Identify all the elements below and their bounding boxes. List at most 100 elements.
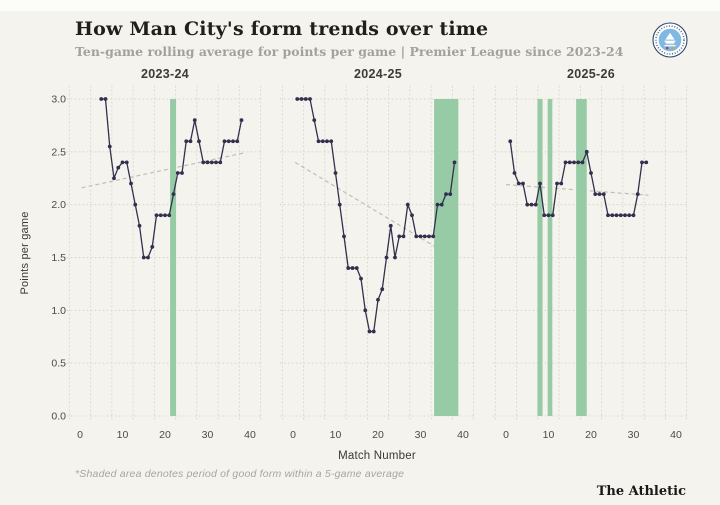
data-point: [354, 266, 359, 270]
data-point: [350, 266, 355, 270]
data-point: [431, 234, 436, 239]
data-point: [606, 213, 610, 218]
data-point: [363, 308, 368, 313]
data-point: [640, 160, 644, 165]
data-point: [167, 213, 172, 218]
data-point: [516, 181, 521, 186]
data-point: [410, 213, 414, 218]
data-point: [299, 97, 304, 101]
data-point: [103, 97, 108, 101]
data-point: [150, 245, 155, 249]
data-point: [231, 139, 235, 144]
x-tick-label: 40: [670, 429, 682, 441]
data-point: [439, 202, 444, 207]
data-point: [405, 202, 410, 207]
panel-title-2025-26: 2025-26: [567, 67, 615, 81]
x-tick-label: 40: [457, 429, 469, 441]
data-point: [163, 213, 167, 218]
data-point: [116, 165, 121, 170]
data-point: [435, 202, 440, 207]
data-point: [521, 181, 525, 186]
y-tick-label: 2.5: [51, 146, 66, 158]
data-point: [329, 139, 334, 144]
data-point: [538, 181, 542, 186]
good-form-band: [434, 98, 459, 417]
y-tick-label: 1.0: [51, 305, 66, 317]
data-point: [401, 234, 406, 239]
data-point: [533, 202, 538, 207]
data-point: [316, 139, 321, 144]
data-point: [546, 213, 551, 218]
x-tick-label: 0: [503, 429, 509, 441]
data-point: [312, 118, 317, 123]
data-point: [644, 160, 649, 165]
data-point: [218, 160, 223, 165]
data-point: [614, 213, 619, 218]
data-point: [129, 181, 133, 186]
good-form-band: [547, 98, 553, 417]
trend-line: [294, 161, 457, 261]
data-point: [99, 97, 104, 101]
data-point: [325, 139, 329, 144]
data-point: [214, 160, 218, 165]
data-point: [184, 139, 189, 144]
good-form-band: [576, 98, 587, 417]
data-point: [563, 160, 568, 165]
data-point: [418, 234, 423, 239]
data-point: [188, 139, 193, 144]
y-tick-label: 0.5: [51, 358, 66, 370]
data-point: [597, 192, 602, 196]
x-tick-label: 30: [202, 429, 214, 441]
data-point: [525, 202, 530, 207]
data-point: [601, 192, 606, 196]
data-point: [158, 213, 163, 218]
x-tick-label: 30: [415, 429, 427, 441]
data-point: [205, 160, 210, 165]
data-point: [226, 139, 231, 144]
y-tick-label: 0.0: [51, 411, 66, 423]
data-point: [444, 192, 448, 196]
data-point: [235, 139, 240, 144]
x-tick-label: 10: [330, 429, 342, 441]
data-point: [580, 160, 585, 165]
data-point: [388, 223, 393, 228]
trend-line: [81, 152, 245, 189]
data-point: [197, 139, 201, 144]
data-point: [112, 176, 116, 181]
y-axis-title: Points per game: [19, 211, 31, 295]
data-point: [635, 192, 640, 196]
chart-subtitle: Ten-game rolling average for points per …: [75, 44, 624, 59]
data-point: [572, 160, 576, 165]
data-point: [414, 234, 419, 239]
data-point: [529, 202, 534, 207]
data-point: [146, 255, 150, 260]
data-point: [171, 192, 176, 196]
data-point: [618, 213, 623, 218]
data-point: [376, 297, 380, 302]
panel-title-2024-25: 2024-25: [354, 67, 402, 81]
x-tick-label: 10: [543, 429, 555, 441]
x-tick-label: 20: [372, 429, 384, 441]
data-point: [384, 255, 389, 260]
data-point: [567, 160, 572, 165]
data-point: [452, 160, 457, 165]
data-point: [393, 255, 397, 260]
data-point: [397, 234, 402, 239]
data-point: [308, 97, 312, 101]
data-point: [239, 118, 244, 123]
data-point: [550, 213, 555, 218]
data-point: [333, 171, 338, 175]
data-point: [610, 213, 615, 218]
top-strip: [0, 0, 720, 11]
data-point: [337, 202, 342, 207]
data-point: [201, 160, 206, 165]
panel-2025-26: 0 10 20 30 40: [492, 85, 690, 441]
data-point: [371, 329, 376, 334]
footnote: *Shaded area denotes period of good form…: [75, 468, 405, 480]
data-point: [584, 149, 589, 154]
y-tick-label: 3.0: [51, 93, 66, 105]
x-tick-label: 0: [290, 429, 296, 441]
manchester-city-crest-icon: [652, 22, 688, 58]
